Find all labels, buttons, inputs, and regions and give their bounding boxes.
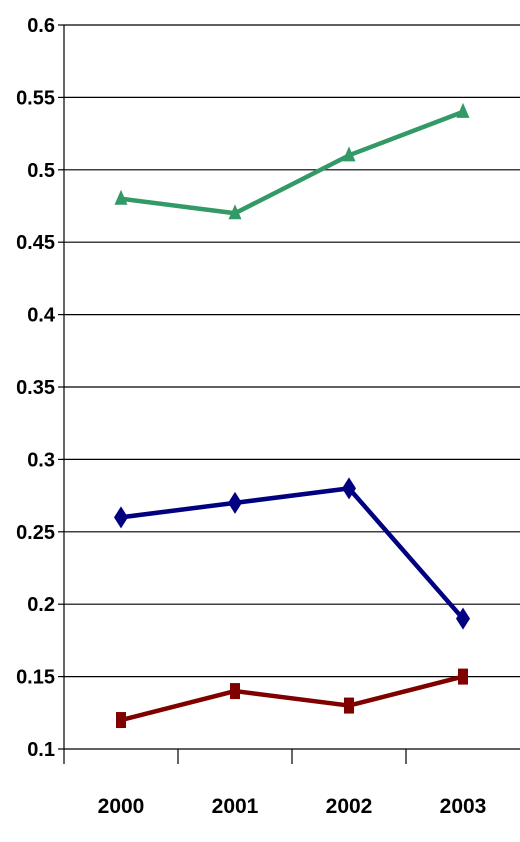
y-tick-label: 0.45 (16, 232, 55, 254)
series-line (120, 674, 464, 723)
x-tick-label: 2002 (326, 795, 373, 818)
y-tick-label: 0.25 (16, 522, 55, 544)
y-tick-label: 0.15 (16, 667, 55, 689)
y-tick-label: 0.2 (27, 594, 55, 616)
x-tick-label: 2000 (98, 795, 145, 818)
y-tick-label: 0.5 (27, 160, 55, 182)
data-point (344, 697, 354, 714)
series-2 (116, 668, 468, 729)
series-line (120, 109, 464, 216)
gridlines (64, 24, 520, 750)
y-tick-label: 0.3 (27, 449, 55, 471)
data-point (456, 102, 470, 118)
data-point (114, 506, 128, 529)
data-point (230, 683, 240, 700)
data-point (342, 146, 356, 162)
data-point (228, 204, 242, 220)
data-point (456, 607, 470, 630)
data-point (228, 491, 242, 514)
axes (58, 24, 407, 764)
x-tick-label: 2001 (212, 795, 259, 818)
data-point (116, 712, 126, 729)
series-line (120, 486, 465, 621)
y-tick-label: 0.4 (27, 305, 56, 327)
x-tick-label: 2003 (440, 795, 487, 818)
y-tick-label: 0.55 (16, 87, 55, 109)
y-tick-label: 0.1 (27, 739, 55, 761)
data-point (458, 668, 468, 685)
series-0 (114, 102, 470, 220)
data-point (114, 189, 128, 205)
data-point (342, 477, 356, 500)
y-tick-label: 0.6 (27, 15, 55, 37)
y-tick-label: 0.35 (16, 377, 55, 399)
series-1 (114, 477, 470, 630)
series (114, 102, 470, 729)
x-tick-labels: 2000 2001 2002 2003 (98, 795, 487, 818)
y-tick-labels: 0.1 0.15 0.2 0.25 0.3 0.35 0.4 0.45 0.5 0.55 0.6 (16, 15, 56, 761)
